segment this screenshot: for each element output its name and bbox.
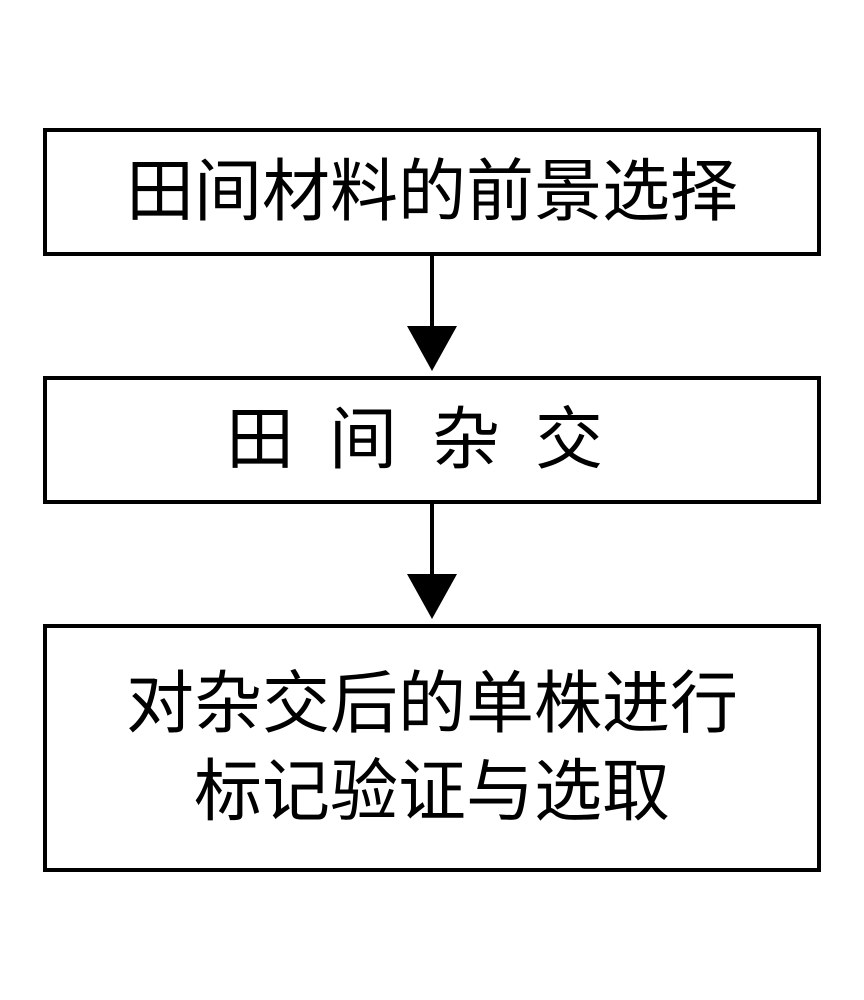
flow-node-3: 对杂交后的单株进行 标记验证与选取 xyxy=(43,624,821,872)
flow-node-2: 田间杂交 xyxy=(43,376,821,504)
arrow-line-icon xyxy=(430,256,434,326)
arrow-2 xyxy=(407,504,457,624)
node-2-label: 田间杂交 xyxy=(226,396,638,484)
arrow-line-icon xyxy=(430,504,434,574)
flowchart-container: 田间材料的前景选择 田间杂交 对杂交后的单株进行 标记验证与选取 xyxy=(43,128,821,872)
flow-node-1: 田间材料的前景选择 xyxy=(43,128,821,256)
arrow-head-icon xyxy=(407,326,457,371)
node-1-label: 田间材料的前景选择 xyxy=(126,148,738,236)
arrow-head-icon xyxy=(407,574,457,619)
node-3-label-line2: 标记验证与选取 xyxy=(194,748,670,836)
arrow-1 xyxy=(407,256,457,376)
node-3-label-line1: 对杂交后的单株进行 xyxy=(126,660,738,748)
